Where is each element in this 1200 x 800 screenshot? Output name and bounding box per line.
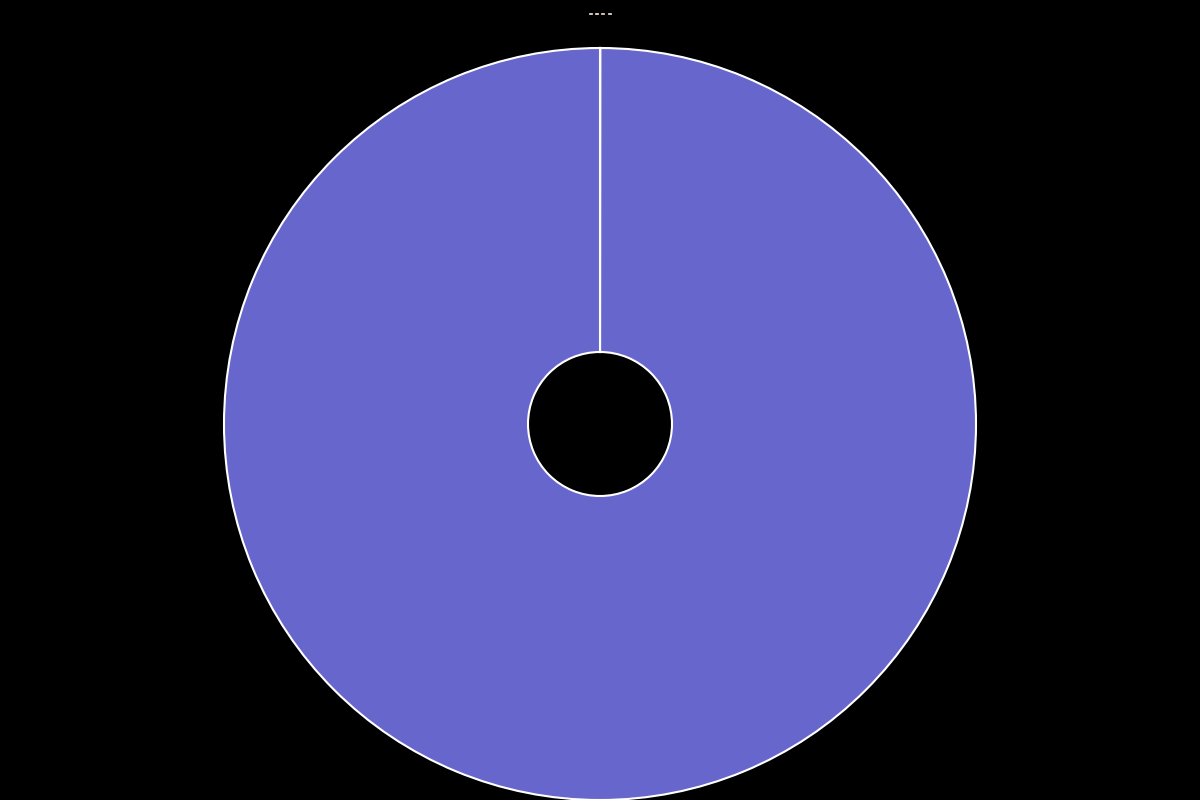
Wedge shape [224, 48, 976, 800]
Legend: , , , : , , , [589, 13, 611, 14]
